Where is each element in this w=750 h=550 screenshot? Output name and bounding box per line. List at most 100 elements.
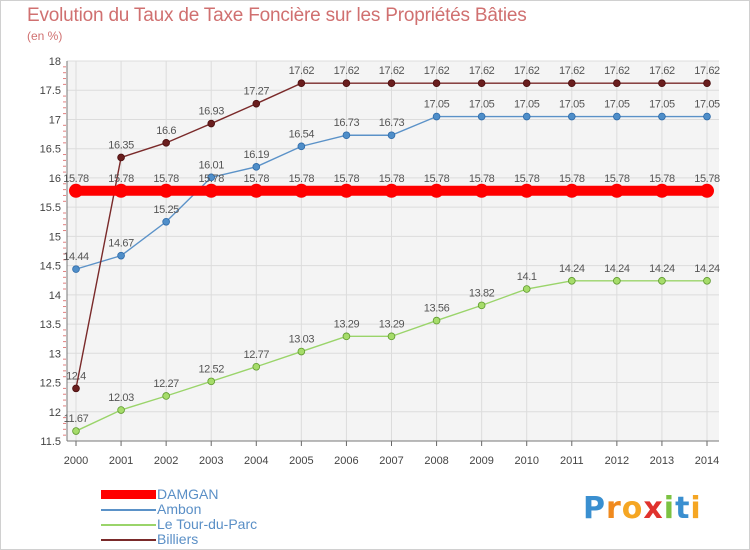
data-point [703,112,711,121]
data-point [474,183,489,198]
data-point [567,79,576,88]
data-point [72,384,80,393]
data-label: 17.62 [694,65,720,77]
data-point [252,163,261,171]
data-point [72,427,80,435]
data-point [522,112,531,121]
data-point [117,153,125,162]
data-label: 15.78 [198,173,224,185]
data-label: 15.78 [649,173,675,185]
data-label: 13.29 [334,318,360,330]
data-point [297,347,306,356]
y-tick-label: 14.5 [40,261,61,273]
legend-swatch [101,539,156,541]
data-point [207,173,216,182]
legend-swatch [101,509,156,511]
x-tick-label: 2000 [64,455,88,467]
data-point [522,79,531,88]
y-tick-label: 11.5 [40,436,61,448]
plot-area [67,61,719,441]
legend-swatch [101,524,156,526]
data-label: 16.73 [379,117,405,129]
x-tick-label: 2009 [469,455,493,467]
data-point [700,183,714,198]
data-label: 12.77 [244,349,270,361]
data-label: 14.1 [517,271,537,283]
data-label: 14.24 [604,263,630,275]
data-label: 15.78 [604,173,630,185]
legend-label: Le Tour-du-Parc [157,516,258,532]
y-tick-label: 15 [49,231,61,243]
data-point [567,277,576,285]
data-point [477,301,486,310]
y-tick-label: 13.5 [40,319,61,331]
data-label: 17.62 [469,65,495,77]
data-point [432,316,441,325]
proxiti-logo: Proxiti [583,491,702,526]
data-point [297,142,306,151]
data-point [117,406,125,414]
logo-letter: o [621,491,644,526]
logo-letter: P [583,491,606,526]
data-point [658,79,666,88]
data-point [613,79,621,88]
data-label: 11.67 [64,413,89,425]
x-tick-label: 2012 [605,455,629,467]
data-point [204,183,219,198]
data-label: 13.82 [469,287,495,299]
data-point [658,112,666,121]
data-label: 16.6 [156,125,176,137]
logo-letter: i [663,491,676,526]
data-label: 13.03 [289,334,315,346]
data-label: 17.62 [649,65,675,77]
x-tick-label: 2010 [514,455,538,467]
data-label: 17.05 [514,99,540,111]
y-tick-label: 12.5 [40,378,61,390]
data-point [387,79,396,88]
data-point [159,183,174,198]
data-point [207,119,216,128]
data-label: 14.24 [694,263,720,275]
data-point [429,183,444,198]
data-label: 15.78 [469,173,495,185]
data-label: 15.78 [424,173,450,185]
x-tick-label: 2013 [650,455,674,467]
legend-swatch [101,490,156,499]
data-label: 16.93 [198,106,224,118]
data-label: 17.62 [289,65,315,77]
legend-label: DAMGAN [157,486,219,502]
data-point [519,183,534,198]
data-label: 17.05 [694,99,720,111]
x-tick-label: 2008 [424,455,448,467]
data-label: 15.78 [63,173,89,185]
data-point [294,183,309,198]
y-tick-label: 12 [49,407,61,419]
data-point [387,332,396,341]
y-tick-label: 15.5 [40,202,61,214]
data-point [297,79,306,88]
data-label: 12.03 [108,392,134,404]
x-tick-label: 2002 [154,455,178,467]
data-point [567,112,576,121]
logo-letter: r [606,491,622,526]
data-point [342,79,351,88]
data-point [207,377,216,386]
data-label: 15.78 [289,173,315,185]
data-label: 17.05 [604,99,630,111]
y-tick-label: 17 [49,114,61,126]
data-point [249,183,264,198]
data-point [252,99,261,108]
data-point [609,183,624,198]
data-point [564,183,579,198]
data-label: 13.29 [379,318,405,330]
x-tick-label: 2001 [109,455,133,467]
logo-letter: i [690,491,702,526]
data-point [72,265,80,273]
chart-title: Evolution du Taux de Taxe Foncière sur l… [27,5,527,26]
data-point [252,362,261,371]
data-point [69,183,83,198]
data-label: 15.78 [153,173,179,185]
data-label: 16.35 [108,139,134,151]
